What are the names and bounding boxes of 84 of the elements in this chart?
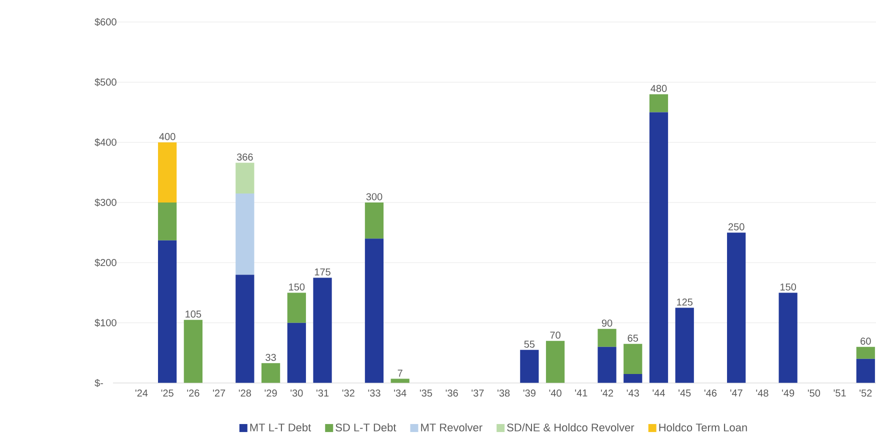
- total-label: 150: [289, 283, 305, 291]
- x-tick-label: '32: [342, 390, 354, 397]
- bar: [856, 346, 875, 359]
- total-label: 105: [186, 310, 202, 318]
- bar: [236, 193, 254, 275]
- x-tick-label: '28: [238, 390, 251, 397]
- bar: [364, 202, 384, 239]
- x-tick-label: '39: [523, 390, 536, 397]
- legend-label: SD/NE & Holdco Revolver: [507, 423, 634, 432]
- legend-label: MT Revolver: [421, 423, 482, 432]
- y-tick-label: $500: [94, 78, 116, 86]
- bar: [287, 292, 306, 323]
- y-tick-label: $600: [94, 18, 116, 26]
- bar: [287, 322, 306, 383]
- bar: [158, 142, 177, 203]
- total-label: 366: [236, 154, 253, 161]
- y-tick-label: $100: [94, 318, 116, 327]
- x-tick-label: '44: [652, 390, 665, 396]
- x-tick-label: '41: [575, 390, 588, 396]
- bar: [261, 363, 280, 383]
- total-label: 400: [159, 133, 176, 140]
- total-label: 480: [650, 84, 667, 92]
- bar: [546, 340, 565, 383]
- total-label: 125: [677, 298, 693, 306]
- x-tick-label: '29: [264, 390, 277, 397]
- bar: [598, 346, 616, 383]
- x-tick-label: '38: [498, 390, 510, 397]
- bar: [364, 238, 384, 383]
- x-tick-label: '51: [834, 390, 846, 397]
- x-tick-label: '33: [368, 390, 380, 397]
- x-tick-label: '31: [316, 390, 329, 397]
- total-label: 150: [780, 283, 796, 291]
- x-tick-label: '48: [756, 390, 768, 397]
- legend-label: MT L-T Debt: [250, 423, 312, 432]
- total-label: 65: [628, 334, 638, 342]
- bar: [598, 328, 616, 347]
- bar: [675, 308, 694, 383]
- x-tick-label: '37: [472, 390, 484, 397]
- total-label: 7: [398, 370, 402, 377]
- total-label: 250: [728, 223, 744, 230]
- y-tick-label: $300: [94, 198, 116, 207]
- x-tick-label: '50: [808, 390, 820, 397]
- total-label: 90: [602, 320, 612, 327]
- bar: [184, 320, 202, 383]
- bar: [649, 94, 668, 112]
- bar: [778, 292, 798, 383]
- y-tick-label: $200: [94, 258, 116, 267]
- total-label: 175: [314, 268, 330, 276]
- bar: [158, 240, 177, 383]
- x-tick-label: '26: [187, 390, 200, 397]
- x-tick-label: '40: [549, 390, 562, 397]
- x-tick-label: '27: [213, 390, 226, 397]
- x-tick-label: '46: [704, 390, 717, 397]
- bar: [236, 162, 254, 194]
- bar: [236, 274, 254, 383]
- total-label: 55: [524, 340, 535, 348]
- bar: [649, 112, 668, 383]
- bar: [624, 374, 642, 383]
- x-tick-label: '42: [601, 390, 614, 397]
- x-tick-label: '43: [626, 390, 639, 397]
- x-tick-label: '30: [290, 390, 303, 397]
- x-tick-label: '36: [446, 390, 458, 397]
- x-tick-label: '52: [860, 390, 872, 397]
- total-label: 70: [550, 332, 560, 339]
- x-tick-label: '49: [782, 390, 794, 397]
- total-label: 60: [860, 338, 871, 345]
- bar: [856, 358, 875, 383]
- legend-label: SD L-T Debt: [336, 423, 396, 432]
- x-tick-label: '45: [678, 390, 691, 397]
- bar: [158, 202, 177, 240]
- bar: [727, 232, 746, 383]
- total-label: 300: [366, 193, 382, 200]
- x-tick-label: '35: [420, 390, 432, 397]
- x-tick-label: '25: [161, 390, 174, 397]
- x-tick-label: '47: [730, 390, 742, 396]
- total-label: 33: [266, 354, 276, 361]
- bar: [520, 350, 539, 383]
- x-tick-label: '24: [135, 390, 148, 397]
- legend-label: Holdco Term Loan: [659, 423, 747, 432]
- bar: [313, 278, 332, 383]
- bar: [624, 344, 642, 374]
- y-tick-label: $400: [94, 138, 116, 146]
- x-tick-label: '34: [394, 390, 406, 397]
- y-tick-label: $-: [94, 378, 103, 388]
